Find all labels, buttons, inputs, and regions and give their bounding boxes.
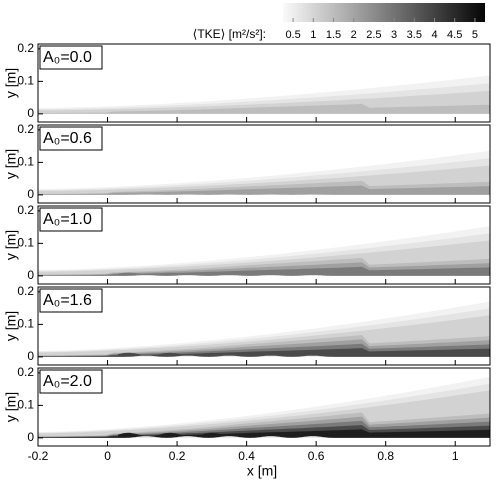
x-tick-label: 0.4: [238, 449, 255, 463]
x-tick-label: -0.2: [28, 449, 49, 463]
x-tick-label: 0.2: [169, 449, 186, 463]
y-tick-label: 0.2: [17, 284, 34, 298]
y-tick-label: 0: [27, 349, 34, 363]
annotation: A₀=0.0: [43, 49, 92, 66]
x-axis-label: x [m]: [247, 463, 277, 479]
panel-frame: [37, 286, 491, 366]
colorbar-tick-label: 4: [431, 29, 437, 41]
wall: [38, 356, 490, 365]
wall: [38, 113, 490, 122]
wall: [38, 437, 490, 446]
annotation: A₀=0.6: [43, 130, 92, 147]
panel-frame: [37, 124, 491, 204]
annotation-box: [39, 288, 103, 313]
y-axis-label: y [m]: [3, 149, 19, 179]
y-tick-label: 0.2: [17, 203, 34, 217]
colorbar-tick-label: 5: [472, 29, 478, 41]
colorbar: [283, 3, 485, 22]
panel-frame: [37, 43, 491, 123]
annotation: A₀=1.0: [43, 211, 92, 228]
y-tick-label: 0.2: [17, 365, 34, 379]
near-wall-band: [117, 272, 351, 276]
colorbar-tick-label: 2.5: [366, 29, 381, 41]
annotation: A₀=1.6: [43, 292, 92, 309]
y-axis-label: y [m]: [3, 68, 19, 98]
colorbar-tick-label: 2: [351, 29, 357, 41]
annotation-box: [39, 126, 103, 151]
wavy-wall: [124, 436, 334, 438]
near-wall-band: [117, 352, 351, 357]
colorbar-label: ⟨TKE⟩ [m²/s²]:: [193, 27, 266, 41]
panel-frame: [37, 205, 491, 285]
panel: 0 0.1 0.2 y [m] A₀=1.6: [3, 284, 491, 366]
colorbar-tick-label: 3.5: [407, 29, 422, 41]
contour-level: [38, 103, 490, 118]
colorbar-tick-label: 4.5: [447, 29, 462, 41]
colorbar-tick-label: 3: [391, 29, 397, 41]
x-tick-label: 1: [452, 449, 459, 463]
y-axis-label: y [m]: [3, 392, 19, 422]
y-axis-label: y [m]: [3, 230, 19, 260]
wavy-wall: [124, 275, 334, 276]
annotation-box: [39, 45, 103, 70]
x-tick-label: 0.6: [308, 449, 325, 463]
near-wall-band: [117, 192, 351, 195]
wavy-wall: [124, 355, 334, 357]
near-wall-band: [117, 432, 351, 438]
panel: 0 0.1 0.2 -0.2 0 0.2 0.4 0.6 0.8 1 y [m] x [m] A₀=2.…: [3, 365, 491, 479]
annotation: A₀=2.0: [43, 373, 92, 390]
contour-field: [38, 150, 490, 203]
y-tick-label: 0: [27, 268, 34, 282]
y-tick-label: 0: [27, 106, 34, 120]
y-tick-label: 0.1: [17, 155, 34, 169]
panel: 0 0.1 0.2 y [m] A₀=1.0: [3, 203, 491, 285]
y-tick-label: 0: [27, 187, 34, 201]
wall: [38, 194, 490, 203]
y-tick-label: 0.1: [17, 236, 34, 250]
colorbar-tick-label: 1: [310, 29, 316, 41]
wall: [38, 275, 490, 284]
y-tick-label: 0: [27, 430, 34, 444]
y-tick-label: 0.2: [17, 41, 34, 55]
contour-field: [38, 301, 490, 365]
x-tick-label: 0.8: [377, 449, 394, 463]
y-tick-label: 0.1: [17, 74, 34, 88]
panel: 0 0.1 0.2 y [m] A₀=0.6: [3, 122, 491, 204]
y-tick-label: 0.1: [17, 317, 34, 331]
contour-field: [38, 376, 490, 446]
contour-field: [38, 226, 490, 284]
panel: 0 0.1 0.2 y [m] A₀=0.0: [3, 41, 491, 123]
colorbar-tick-label: 0.5: [285, 29, 300, 41]
x-tick-label: 0: [104, 449, 111, 463]
annotation-box: [39, 207, 103, 232]
colorbar-tick-label: 1.5: [326, 29, 341, 41]
y-tick-label: 0.1: [17, 398, 34, 412]
panel-frame: [37, 367, 491, 447]
y-tick-label: 0.2: [17, 122, 34, 136]
contour-field: [38, 75, 490, 122]
y-axis-label: y [m]: [3, 311, 19, 341]
annotation-box: [39, 369, 103, 394]
